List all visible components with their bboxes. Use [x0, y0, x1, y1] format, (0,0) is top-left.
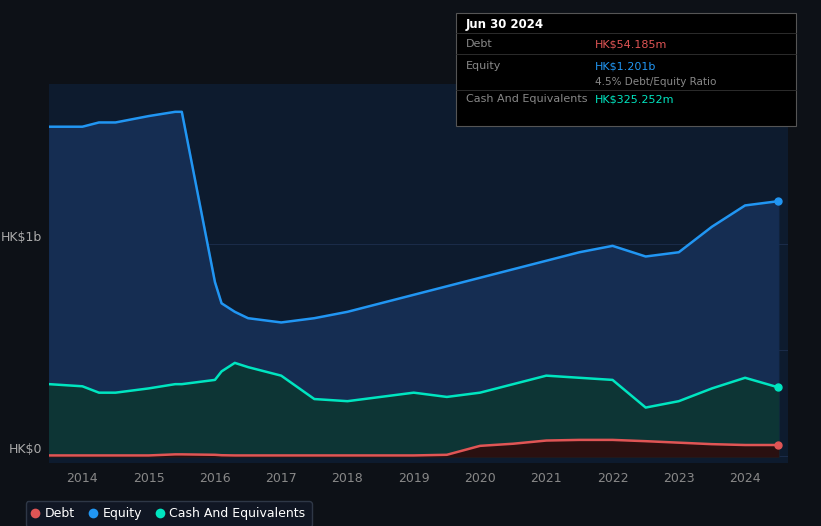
Text: HK$1.201b: HK$1.201b — [595, 62, 657, 72]
Text: Cash And Equivalents: Cash And Equivalents — [466, 94, 587, 104]
Text: Jun 30 2024: Jun 30 2024 — [466, 18, 544, 31]
Text: HK$0: HK$0 — [8, 443, 42, 457]
Text: HK$54.185m: HK$54.185m — [595, 39, 667, 49]
Text: Debt: Debt — [466, 39, 493, 49]
Text: HK$325.252m: HK$325.252m — [595, 94, 675, 104]
Text: HK$1b: HK$1b — [1, 231, 42, 244]
Legend: Debt, Equity, Cash And Equivalents: Debt, Equity, Cash And Equivalents — [26, 501, 312, 526]
Text: 4.5% Debt/Equity Ratio: 4.5% Debt/Equity Ratio — [595, 77, 717, 87]
Text: Equity: Equity — [466, 62, 501, 72]
